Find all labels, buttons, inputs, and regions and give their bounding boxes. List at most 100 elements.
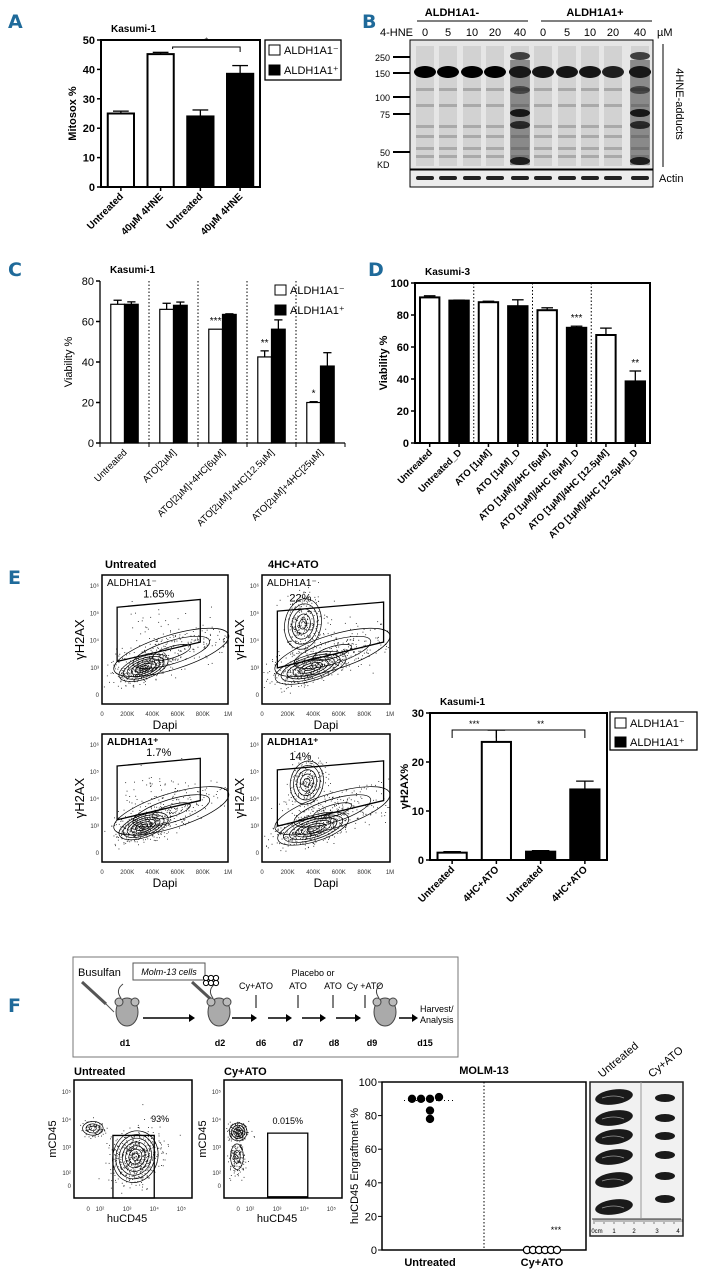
event-dot bbox=[328, 785, 329, 787]
event-dot bbox=[329, 790, 331, 792]
event-dot bbox=[293, 829, 295, 831]
event-dot bbox=[150, 1142, 152, 1144]
event-dot bbox=[307, 827, 309, 828]
event-dot bbox=[122, 1147, 123, 1149]
event-dot bbox=[190, 645, 191, 646]
x-tick-label: 10³ bbox=[273, 1207, 282, 1213]
event-dot bbox=[127, 667, 129, 669]
legend-swatch bbox=[274, 284, 287, 296]
event-dot bbox=[372, 672, 374, 674]
lane-label: 0 bbox=[540, 27, 546, 39]
event-dot bbox=[355, 795, 357, 797]
actin-band bbox=[511, 176, 529, 180]
event-dot bbox=[307, 795, 308, 797]
event-dot bbox=[159, 649, 161, 651]
event-dot bbox=[346, 640, 347, 642]
event-dot bbox=[160, 649, 162, 651]
event-dot bbox=[353, 805, 355, 807]
marker-unit: KD bbox=[377, 160, 390, 170]
event-dot bbox=[145, 821, 147, 823]
event-dot bbox=[134, 1164, 136, 1166]
event-dot bbox=[291, 824, 293, 826]
event-dot bbox=[295, 669, 297, 671]
event-dot bbox=[142, 1186, 143, 1188]
busulfan-label: Busulfan bbox=[78, 967, 121, 979]
event-dot bbox=[238, 1173, 239, 1175]
event-dot bbox=[300, 838, 301, 840]
event-dot bbox=[121, 647, 123, 649]
event-dot bbox=[227, 1130, 228, 1132]
event-dot bbox=[134, 1176, 135, 1178]
event-dot bbox=[303, 669, 305, 670]
event-dot bbox=[160, 806, 162, 808]
event-dot bbox=[298, 794, 299, 796]
density-contour bbox=[303, 777, 311, 788]
event-dot bbox=[141, 1189, 143, 1191]
event-dot bbox=[162, 829, 164, 830]
x-tick-label: 400K bbox=[306, 712, 320, 718]
event-dot bbox=[309, 665, 311, 667]
event-dot bbox=[93, 1135, 95, 1137]
event-dot bbox=[126, 1160, 128, 1162]
event-dot bbox=[130, 1150, 131, 1152]
event-dot bbox=[237, 1126, 239, 1128]
event-dot bbox=[151, 1138, 152, 1139]
event-dot bbox=[318, 802, 320, 804]
event-dot bbox=[303, 799, 305, 800]
event-dot bbox=[138, 827, 140, 829]
event-dot bbox=[94, 1136, 96, 1138]
event-dot bbox=[137, 1143, 139, 1145]
event-dot bbox=[178, 812, 180, 814]
event-dot bbox=[133, 675, 134, 677]
event-dot bbox=[138, 1144, 140, 1146]
event-dot bbox=[286, 831, 288, 833]
event-dot bbox=[303, 686, 305, 688]
event-dot bbox=[337, 673, 339, 675]
event-dot bbox=[101, 1129, 103, 1130]
event-dot bbox=[311, 618, 313, 620]
legend-swatch bbox=[268, 64, 281, 76]
gate bbox=[116, 598, 201, 663]
event-dot bbox=[87, 1129, 89, 1131]
event-dot bbox=[310, 610, 312, 612]
event-dot bbox=[291, 626, 293, 627]
event-dot bbox=[167, 664, 169, 665]
event-dot bbox=[298, 793, 299, 795]
event-dot bbox=[334, 802, 336, 803]
event-dot bbox=[232, 1153, 234, 1155]
event-dot bbox=[312, 810, 314, 812]
event-dot bbox=[142, 1149, 144, 1151]
event-dot bbox=[116, 1159, 117, 1161]
event-dot bbox=[125, 685, 127, 687]
event-dot bbox=[315, 666, 317, 668]
event-dot bbox=[186, 807, 188, 809]
event-dot bbox=[155, 814, 157, 816]
event-dot bbox=[179, 638, 181, 640]
event-dot bbox=[174, 635, 176, 636]
event-dot bbox=[139, 670, 141, 671]
event-dot bbox=[297, 619, 298, 621]
event-dot bbox=[147, 1139, 149, 1140]
event-dot bbox=[267, 678, 269, 680]
y-tick-label: 60 bbox=[365, 1144, 377, 1156]
y-axis-label: γH2AX bbox=[232, 619, 247, 660]
event-dot bbox=[228, 1140, 230, 1141]
event-dot bbox=[298, 796, 300, 798]
y-tick-label: 100 bbox=[391, 278, 409, 290]
event-dot bbox=[310, 664, 312, 666]
event-dot bbox=[109, 1144, 110, 1146]
event-dot bbox=[310, 770, 311, 772]
event-dot bbox=[239, 1152, 241, 1154]
event-dot bbox=[128, 666, 129, 668]
event-dot bbox=[136, 833, 137, 834]
spleen-highlight bbox=[601, 1135, 625, 1139]
y-tick-label: 0 bbox=[68, 1184, 72, 1190]
event-dot bbox=[232, 1130, 234, 1132]
event-dot bbox=[206, 629, 208, 631]
event-dot bbox=[307, 805, 309, 807]
event-dot bbox=[296, 838, 297, 840]
event-dot bbox=[290, 623, 292, 625]
event-dot bbox=[141, 817, 143, 819]
